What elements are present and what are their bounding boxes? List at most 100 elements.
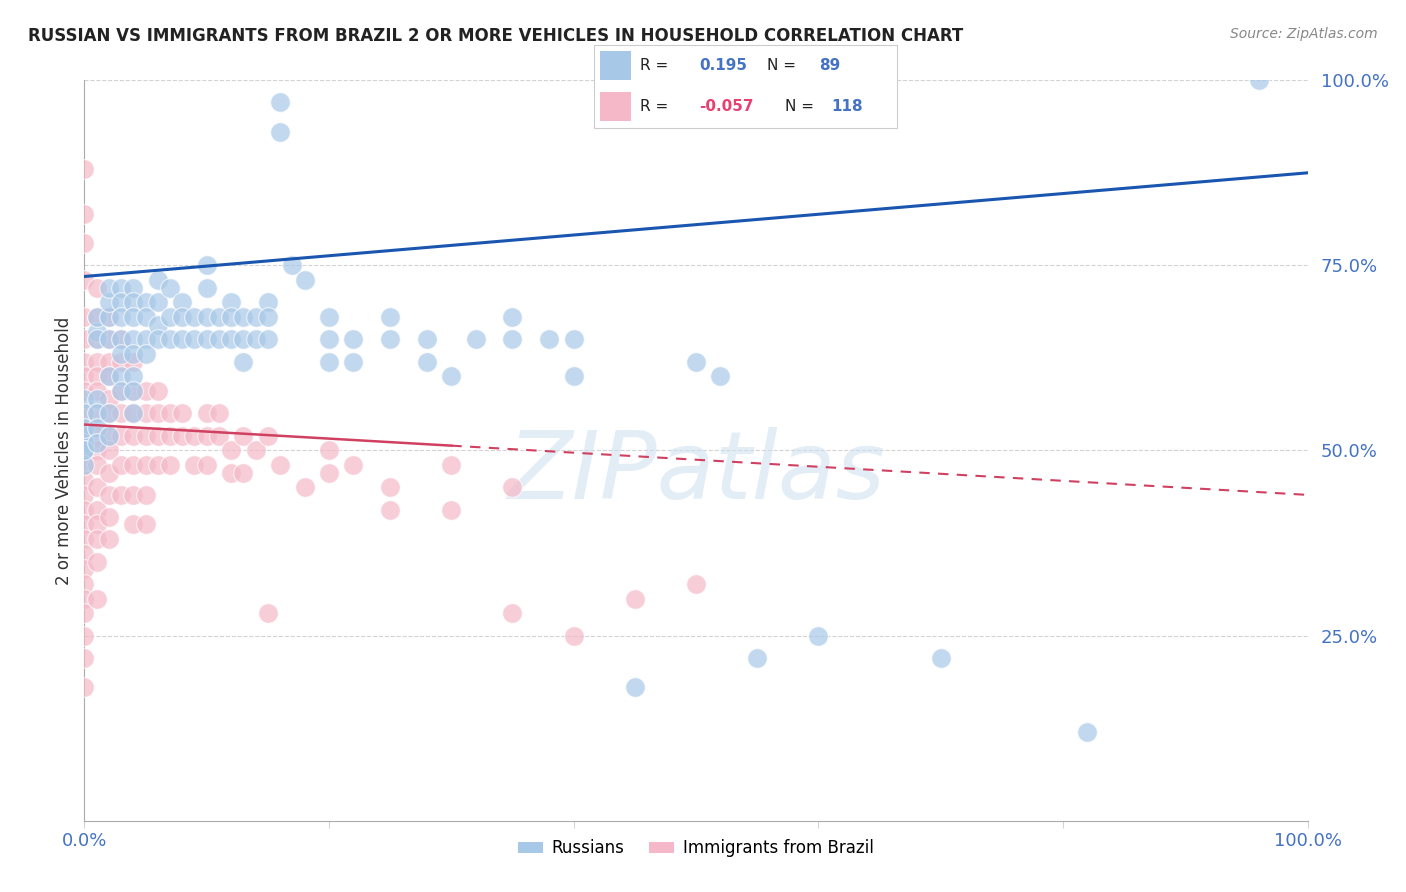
Point (73, 517, 96, 532)
Point (562, 332, 585, 346)
Point (86, 332, 108, 346)
Point (122, 384, 145, 399)
Point (73, 332, 96, 346)
Point (122, 428, 145, 442)
Text: -0.057: -0.057 (699, 99, 754, 114)
Point (73, 591, 96, 606)
Bar (600, 52, 631, 80)
Point (245, 443, 267, 458)
Point (146, 428, 169, 442)
Point (440, 369, 463, 384)
Point (159, 407, 181, 421)
Point (685, 354, 707, 368)
Point (294, 273, 316, 287)
Point (97, 280, 120, 294)
Point (122, 369, 145, 384)
Point (135, 384, 157, 399)
Point (97, 407, 120, 421)
Point (97, 369, 120, 384)
Point (135, 332, 157, 346)
Point (257, 428, 280, 442)
Point (219, 466, 242, 480)
Point (135, 407, 157, 421)
Point (183, 458, 205, 473)
Point (146, 332, 169, 346)
Point (1247, 73, 1270, 87)
Point (97, 310, 120, 325)
Point (97, 295, 120, 310)
Point (97, 533, 120, 547)
Point (110, 332, 132, 346)
FancyBboxPatch shape (593, 45, 897, 128)
Text: R =: R = (640, 58, 673, 73)
Point (73, 458, 96, 473)
Point (929, 650, 952, 665)
Point (73, 628, 96, 642)
Point (110, 428, 132, 442)
Point (97, 392, 120, 406)
Point (97, 488, 120, 502)
Point (159, 310, 181, 325)
Text: N =: N = (786, 99, 820, 114)
Point (183, 332, 205, 346)
Point (380, 310, 402, 325)
Point (86, 407, 108, 421)
Point (269, 458, 291, 473)
Point (73, 384, 96, 399)
Point (208, 332, 231, 346)
Point (110, 384, 132, 399)
Point (538, 332, 561, 346)
Point (208, 428, 231, 442)
Point (86, 555, 108, 569)
Point (73, 562, 96, 576)
Point (122, 295, 145, 310)
Point (110, 295, 132, 310)
Point (172, 295, 194, 310)
Point (86, 443, 108, 458)
Legend: Russians, Immigrants from Brazil: Russians, Immigrants from Brazil (512, 833, 880, 864)
Point (122, 280, 145, 294)
Text: 0.195: 0.195 (699, 58, 747, 73)
Point (172, 407, 194, 421)
Point (172, 332, 194, 346)
Point (73, 392, 96, 406)
Point (380, 332, 402, 346)
Point (1076, 724, 1098, 739)
Point (380, 480, 402, 494)
Point (86, 369, 108, 384)
Point (219, 443, 242, 458)
Point (232, 332, 254, 346)
Point (807, 628, 830, 642)
Point (146, 295, 169, 310)
Point (269, 95, 291, 110)
Point (502, 310, 524, 325)
Point (73, 236, 96, 251)
Point (183, 310, 205, 325)
Text: 118: 118 (832, 99, 863, 114)
Point (219, 332, 242, 346)
Point (562, 628, 585, 642)
Point (440, 502, 463, 516)
Point (97, 428, 120, 442)
Point (135, 488, 157, 502)
Y-axis label: 2 or more Vehicles in Household: 2 or more Vehicles in Household (55, 317, 73, 584)
Point (110, 332, 132, 346)
Point (86, 354, 108, 368)
Point (318, 310, 340, 325)
Point (146, 318, 169, 332)
Point (342, 354, 364, 368)
Point (380, 502, 402, 516)
Point (73, 407, 96, 421)
Point (86, 280, 108, 294)
Point (122, 488, 145, 502)
Point (562, 369, 585, 384)
Point (146, 458, 169, 473)
Point (73, 458, 96, 473)
Point (73, 436, 96, 450)
Point (86, 591, 108, 606)
Point (135, 517, 157, 532)
Point (73, 547, 96, 561)
Point (86, 310, 108, 325)
Point (146, 273, 169, 287)
Point (440, 458, 463, 473)
